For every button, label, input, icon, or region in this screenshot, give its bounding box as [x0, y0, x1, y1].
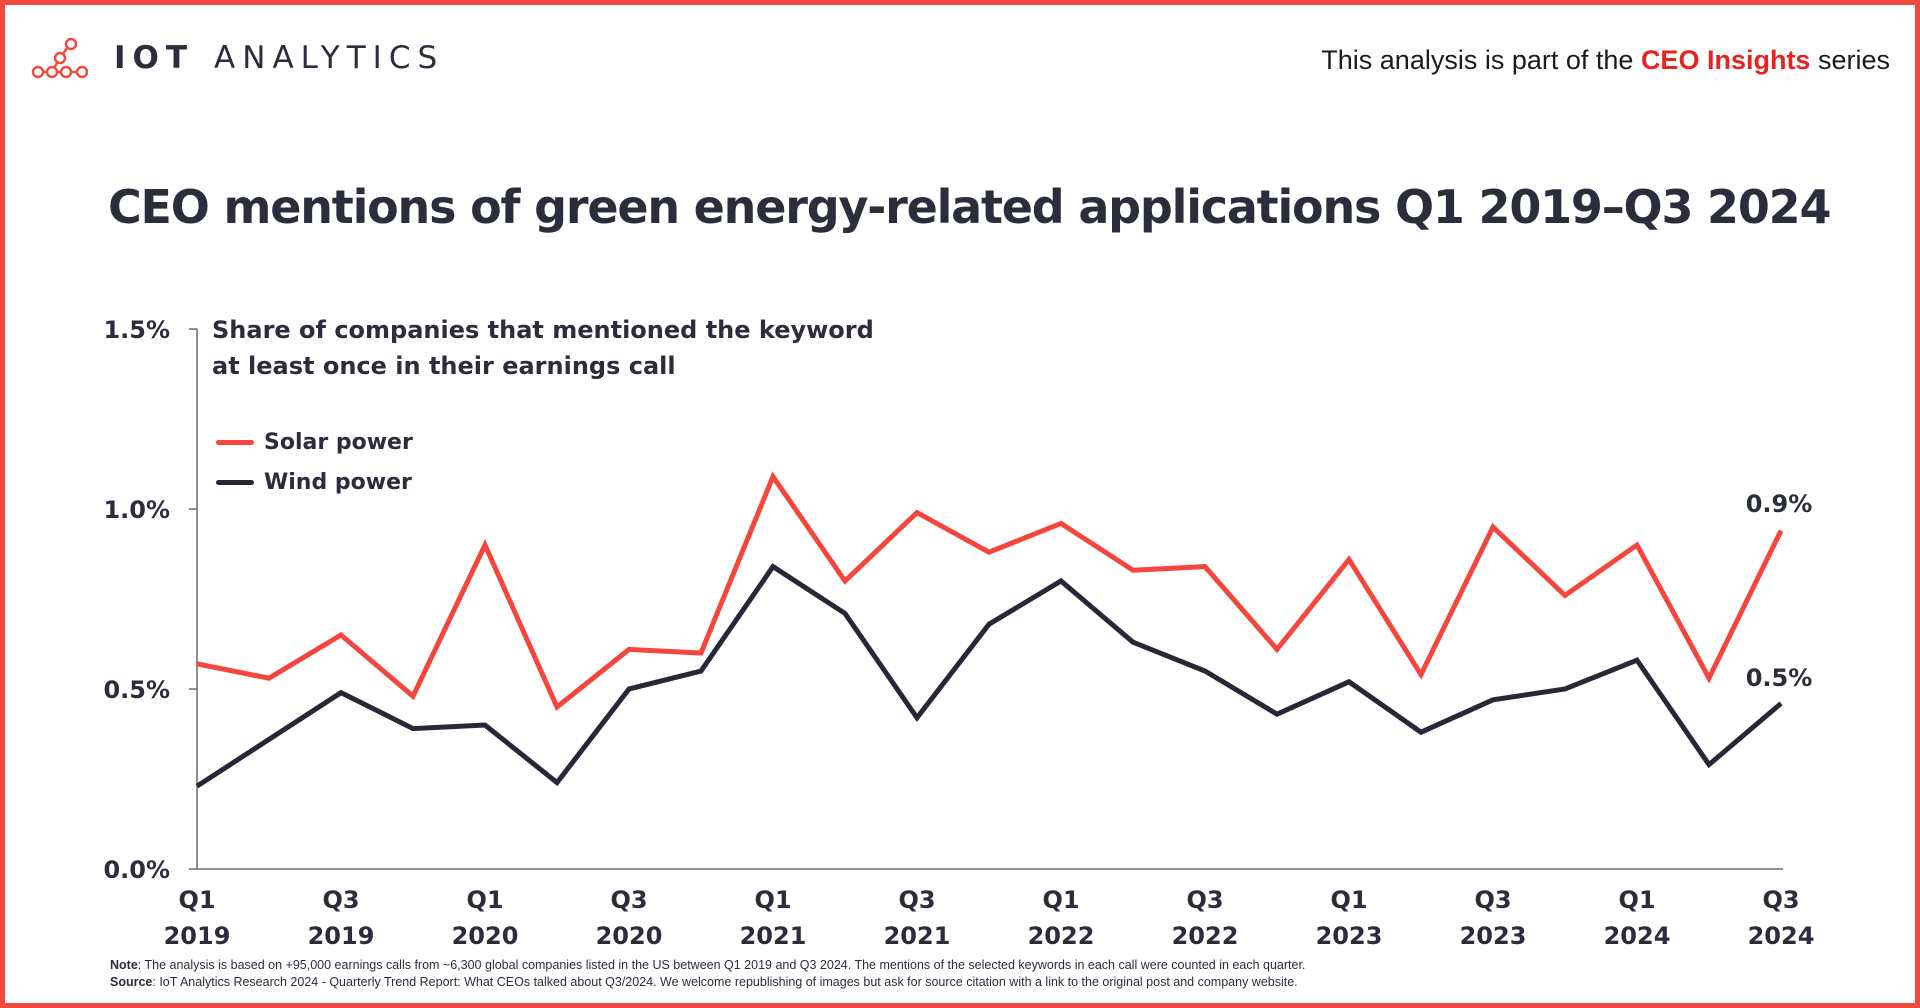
x-tick-label-quarter: Q1	[754, 886, 791, 914]
x-tick-label-quarter: Q1	[1330, 886, 1367, 914]
x-tick-label-year: 2021	[884, 922, 951, 950]
x-tick-label-year: 2021	[740, 922, 807, 950]
y-tick-label: 1.0%	[103, 496, 170, 524]
x-tick-label-year: 2022	[1172, 922, 1239, 950]
legend-swatch-solar	[216, 439, 254, 445]
y-tick-label: 0.5%	[103, 676, 170, 704]
x-tick-label-year: 2023	[1316, 922, 1383, 950]
source-line: Source: IoT Analytics Research 2024 - Qu…	[110, 974, 1305, 991]
legend-swatch-wind	[216, 479, 254, 485]
brand-logo[interactable]: IOT ANALYTICS	[30, 36, 444, 80]
x-tick-label-quarter: Q3	[898, 886, 935, 914]
x-tick-label-quarter: Q3	[322, 886, 359, 914]
chart-subtitle-line-1: Share of companies that mentioned the ke…	[212, 316, 874, 344]
x-tick-label-year: 2019	[308, 922, 375, 950]
logo-iot-text: IOT	[114, 40, 195, 76]
network-nodes-icon	[31, 37, 89, 79]
chart-title: CEO mentions of green energy-related app…	[108, 180, 1831, 234]
x-tick-label-quarter: Q3	[1474, 886, 1511, 914]
x-tick-label-year: 2024	[1748, 922, 1815, 950]
y-tick-label: 1.5%	[103, 316, 170, 344]
x-tick-label-year: 2019	[164, 922, 231, 950]
x-tick-label-quarter: Q3	[610, 886, 647, 914]
x-tick-label-quarter: Q1	[466, 886, 503, 914]
legend-item-solar: Solar power	[216, 422, 413, 462]
series-suffix: series	[1817, 45, 1890, 75]
series-line-solar-power	[196, 471, 1784, 711]
note-text: : The analysis is based on +95,000 earni…	[137, 958, 1306, 972]
x-tick-label-quarter: Q1	[178, 886, 215, 914]
x-tick-label-quarter: Q3	[1762, 886, 1799, 914]
end-label-solar-power: 0.9%	[1746, 490, 1813, 518]
source-text: : IoT Analytics Research 2024 - Quarterl…	[152, 975, 1298, 989]
source-key: Source	[110, 975, 153, 989]
logo-wordmark: IOT ANALYTICS	[114, 40, 444, 76]
x-tick-label-year: 2022	[1028, 922, 1095, 950]
y-tick-label: 0.0%	[103, 856, 170, 884]
chart-subtitle: Share of companies that mentioned the ke…	[212, 312, 874, 384]
chart-legend: Solar power Wind power	[216, 422, 413, 502]
series-prefix: This analysis is part of the	[1321, 45, 1634, 75]
chart-subtitle-line-2: at least once in their earnings call	[212, 352, 676, 380]
footnote: Note: The analysis is based on +95,000 e…	[110, 957, 1305, 991]
x-tick-label-year: 2020	[452, 922, 519, 950]
x-tick-label-year: 2020	[596, 922, 663, 950]
legend-label-solar: Solar power	[264, 429, 413, 455]
note-key: Note	[110, 958, 138, 972]
series-name-link[interactable]: CEO Insights	[1640, 45, 1811, 75]
legend-item-wind: Wind power	[216, 462, 413, 502]
series-note: This analysis is part of the CEO Insight…	[1321, 45, 1890, 76]
series-line-wind-power	[195, 563, 1783, 789]
end-label-wind-power: 0.5%	[1746, 664, 1813, 692]
logo-analytics-text: ANALYTICS	[214, 40, 445, 76]
x-tick-label-quarter: Q1	[1042, 886, 1079, 914]
x-tick-label-year: 2023	[1460, 922, 1527, 950]
note-line: Note: The analysis is based on +95,000 e…	[110, 957, 1305, 974]
x-tick-label-year: 2024	[1604, 922, 1671, 950]
legend-label-wind: Wind power	[264, 469, 412, 495]
x-tick-label-quarter: Q3	[1186, 886, 1223, 914]
x-tick-label-quarter: Q1	[1618, 886, 1655, 914]
